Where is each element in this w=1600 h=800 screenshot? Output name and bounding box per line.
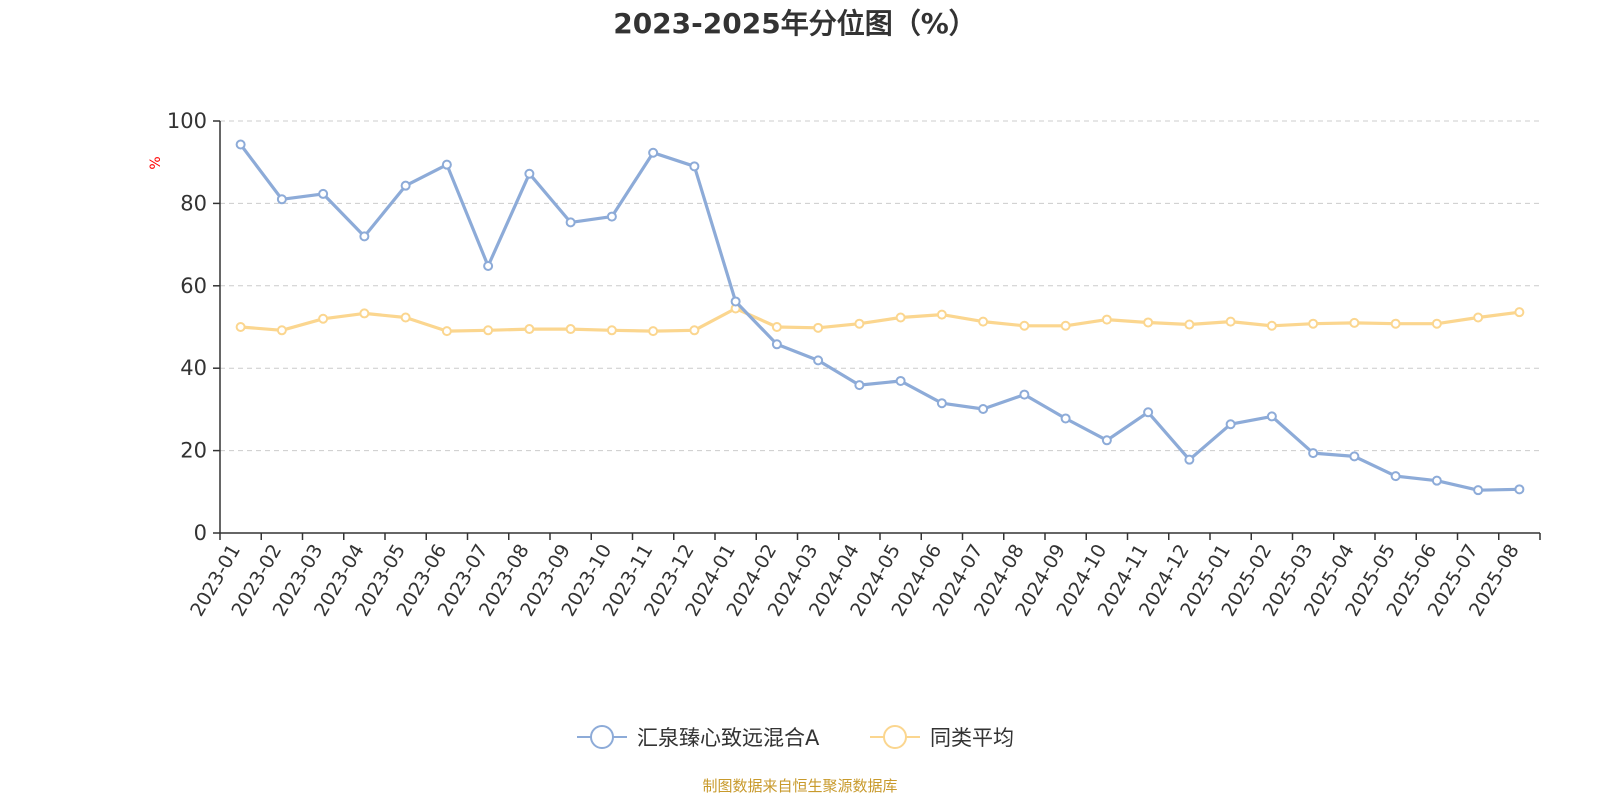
data-point — [1225, 419, 1236, 430]
data-point — [1019, 389, 1030, 400]
data-point — [771, 322, 782, 332]
legend-item-1: 同类平均 — [870, 725, 1014, 750]
axes — [213, 120, 1541, 540]
data-point — [1143, 407, 1154, 418]
data-point — [318, 188, 329, 199]
data-point — [854, 318, 865, 329]
data-point — [936, 309, 947, 320]
data-point — [1184, 319, 1195, 330]
y-tick-labels: 0 20 40 60 80 100 — [167, 109, 207, 545]
legend-item-0: 汇泉臻心致远混合A — [577, 725, 820, 750]
data-point — [978, 403, 989, 414]
grid-lines — [220, 120, 1540, 452]
data-point — [1349, 317, 1360, 328]
data-point — [1390, 471, 1401, 482]
series-line — [239, 143, 1520, 492]
data-point — [1431, 475, 1442, 486]
data-point — [483, 261, 494, 272]
data-point — [813, 355, 824, 366]
data-point — [1308, 318, 1319, 329]
y-tick-label: 80 — [180, 191, 207, 215]
legend-marker — [883, 725, 907, 749]
data-point — [936, 398, 947, 409]
data-point — [606, 211, 617, 222]
data-point — [895, 375, 906, 386]
data-point — [276, 325, 287, 336]
data-point — [565, 324, 576, 335]
data-point — [606, 325, 617, 336]
data-point — [359, 231, 370, 242]
series-0 — [235, 139, 1525, 496]
data-point — [1266, 411, 1277, 422]
data-point — [854, 380, 865, 391]
data-point — [1060, 413, 1071, 424]
data-point — [1349, 451, 1360, 462]
data-point — [648, 326, 659, 337]
data-point — [1143, 317, 1154, 328]
data-point — [235, 139, 246, 150]
legend-label: 同类平均 — [930, 726, 1014, 750]
legend: 汇泉臻心致远混合A 同类平均 — [577, 725, 1014, 750]
data-point — [441, 159, 452, 170]
data-point — [483, 325, 494, 336]
data-point — [1266, 320, 1277, 331]
data-point — [524, 324, 535, 335]
data-point — [1019, 320, 1030, 331]
data-point — [235, 322, 246, 332]
x-tick-labels: 2023-012023-022023-032023-042023-052023-… — [186, 541, 1523, 621]
series-line — [240, 306, 1520, 333]
legend-label: 汇泉臻心致远混合A — [637, 726, 820, 750]
data-point — [1308, 448, 1319, 459]
y-tick-label: 100 — [167, 109, 207, 133]
data-point — [524, 168, 535, 179]
y-tick-label: 20 — [180, 439, 207, 463]
data-point — [689, 161, 700, 172]
data-point — [1225, 316, 1236, 327]
data-point — [400, 180, 411, 191]
data-point — [730, 296, 741, 307]
data-point — [565, 217, 576, 228]
data-point — [1101, 314, 1112, 325]
data-point — [771, 339, 782, 350]
y-axis-unit: % — [148, 156, 164, 169]
data-point — [359, 308, 370, 319]
data-point — [1514, 484, 1525, 495]
data-point — [1473, 485, 1484, 496]
y-tick-label: 0 — [194, 521, 207, 545]
data-point — [400, 312, 411, 323]
data-point — [1473, 312, 1484, 323]
legend-marker — [590, 725, 614, 749]
data-point — [1431, 318, 1442, 329]
data-point — [648, 147, 659, 158]
data-point — [689, 325, 700, 336]
data-point — [318, 313, 329, 324]
data-point — [441, 326, 452, 337]
data-source-note: 制图数据来自恒生聚源数据库 — [702, 777, 897, 795]
data-point — [1101, 435, 1112, 446]
data-point — [1514, 307, 1525, 318]
data-point — [1184, 454, 1195, 465]
data-point — [978, 316, 989, 327]
series-1 — [235, 303, 1525, 337]
y-tick-label: 40 — [180, 356, 207, 380]
chart-title: 2023-2025年分位图（%） — [613, 7, 977, 40]
data-point — [895, 312, 906, 323]
data-point — [276, 194, 287, 205]
series — [235, 139, 1525, 496]
data-point — [813, 322, 824, 333]
data-point — [1060, 320, 1071, 331]
y-tick-label: 60 — [180, 274, 207, 298]
data-point — [1390, 318, 1401, 329]
